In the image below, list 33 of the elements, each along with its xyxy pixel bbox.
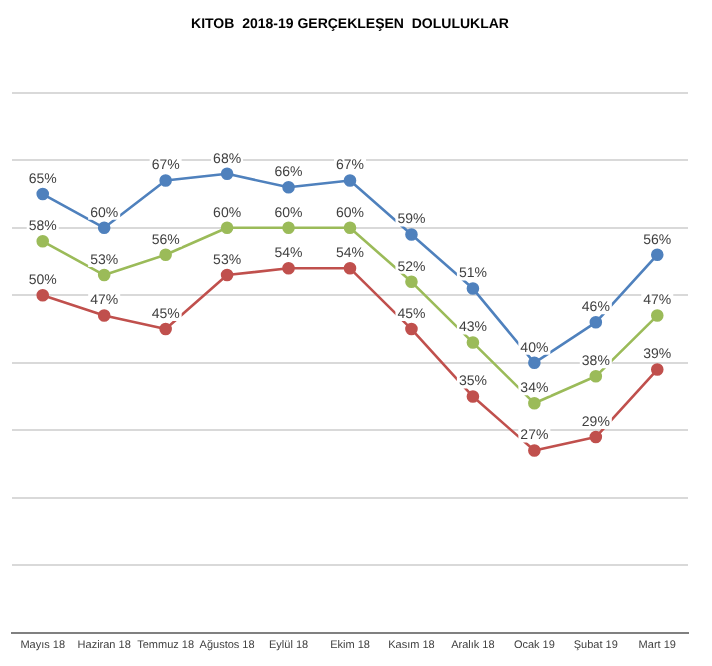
point — [528, 356, 541, 370]
point — [650, 363, 664, 376]
point — [36, 235, 50, 248]
point — [528, 397, 541, 410]
point — [220, 167, 234, 181]
point — [589, 316, 603, 329]
point — [343, 221, 357, 235]
point — [466, 282, 480, 295]
point — [650, 309, 664, 322]
point — [650, 248, 664, 262]
point — [159, 248, 172, 262]
point — [97, 221, 111, 235]
point — [528, 444, 541, 457]
point — [466, 336, 480, 349]
point — [282, 181, 295, 194]
point — [343, 174, 357, 187]
point — [405, 228, 418, 241]
point — [36, 289, 50, 302]
point — [589, 430, 603, 444]
point — [220, 221, 234, 235]
point — [36, 187, 50, 201]
point — [220, 268, 234, 282]
point — [343, 262, 357, 275]
point — [97, 268, 111, 282]
point — [159, 322, 172, 336]
point — [97, 309, 111, 322]
point — [466, 390, 480, 403]
point — [405, 275, 418, 289]
point — [159, 174, 172, 187]
point — [282, 262, 295, 275]
point — [405, 322, 418, 336]
point — [282, 221, 295, 235]
point — [589, 370, 603, 383]
